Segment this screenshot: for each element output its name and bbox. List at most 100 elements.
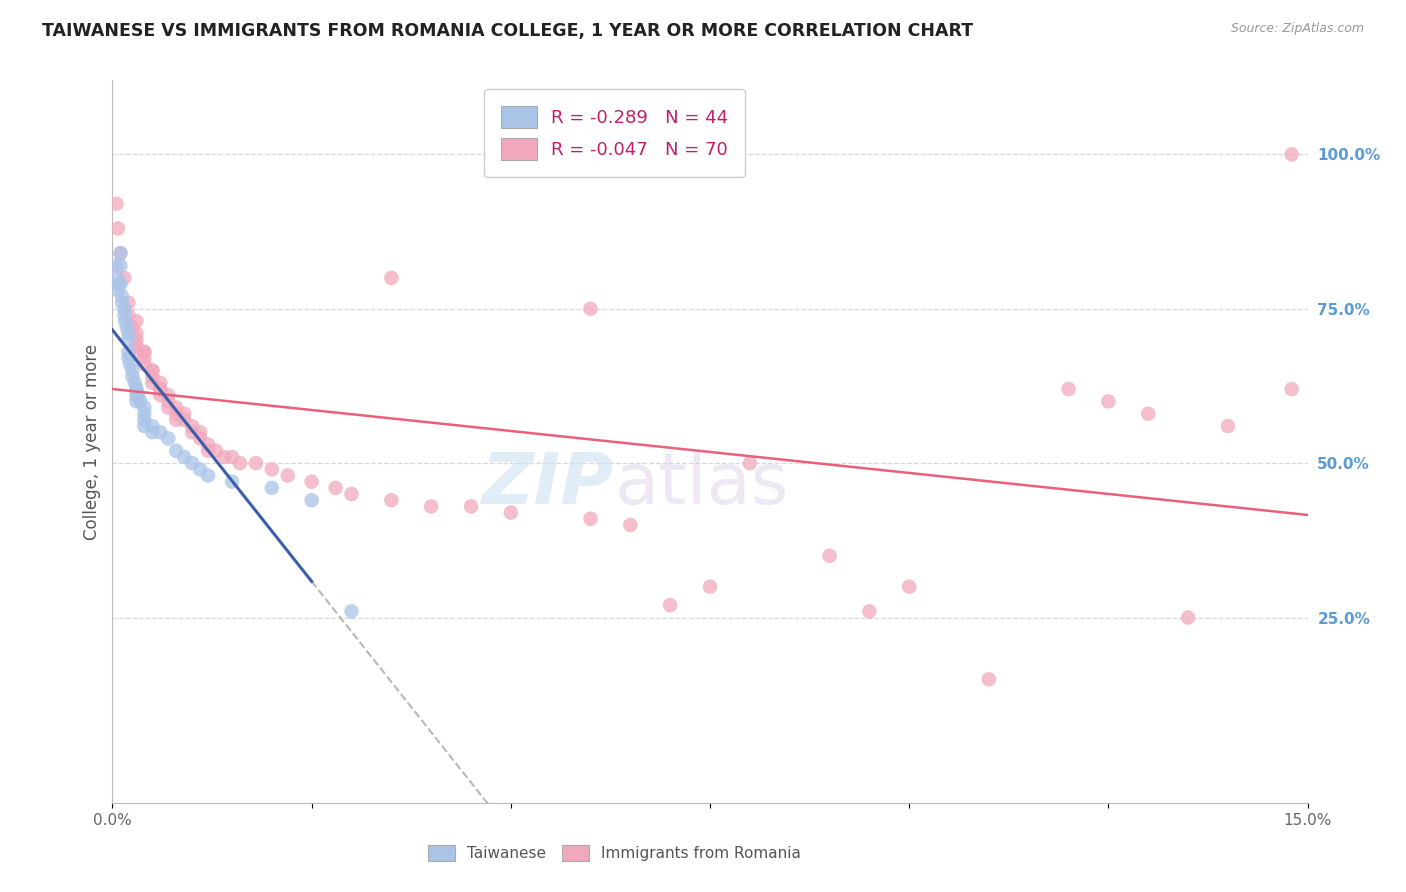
Point — [134, 357, 156, 371]
Point — [121, 320, 143, 334]
Point — [165, 443, 187, 458]
Point — [460, 500, 482, 514]
Point — [149, 382, 172, 396]
Point — [107, 283, 129, 297]
Point — [149, 388, 172, 402]
Point — [125, 388, 148, 402]
Point — [134, 419, 156, 434]
Point — [579, 301, 602, 316]
Point — [125, 382, 148, 396]
Point — [157, 388, 180, 402]
Point — [121, 369, 143, 384]
Point — [229, 456, 252, 470]
Point — [1281, 147, 1303, 161]
Point — [1137, 407, 1160, 421]
Point — [125, 314, 148, 328]
Point — [188, 462, 211, 476]
Point — [141, 363, 163, 377]
Point — [117, 345, 139, 359]
Point — [165, 401, 187, 415]
Point — [125, 394, 148, 409]
Text: Source: ZipAtlas.com: Source: ZipAtlas.com — [1230, 22, 1364, 36]
Point — [110, 277, 132, 291]
Point — [301, 493, 323, 508]
Point — [212, 450, 235, 464]
Point — [141, 425, 163, 440]
Point — [127, 388, 149, 402]
Point — [197, 443, 219, 458]
Point — [1216, 419, 1239, 434]
Point — [114, 314, 136, 328]
Point — [111, 295, 134, 310]
Point — [134, 401, 156, 415]
Point — [1177, 610, 1199, 624]
Point — [111, 289, 134, 303]
Point — [125, 382, 148, 396]
Point — [105, 271, 128, 285]
Point — [1057, 382, 1080, 396]
Point — [117, 326, 139, 341]
Point — [134, 351, 156, 366]
Text: atlas: atlas — [614, 450, 789, 519]
Point — [141, 419, 163, 434]
Point — [149, 382, 172, 396]
Point — [188, 432, 211, 446]
Point — [118, 357, 141, 371]
Point — [188, 425, 211, 440]
Point — [977, 673, 1000, 687]
Point — [134, 345, 156, 359]
Point — [149, 425, 172, 440]
Point — [221, 475, 243, 489]
Point — [124, 376, 146, 390]
Point — [107, 221, 129, 235]
Point — [340, 487, 363, 501]
Point — [121, 363, 143, 377]
Point — [659, 598, 682, 612]
Point — [125, 339, 148, 353]
Point — [129, 394, 152, 409]
Point — [105, 196, 128, 211]
Point — [301, 475, 323, 489]
Point — [277, 468, 299, 483]
Point — [110, 246, 132, 260]
Point — [173, 407, 195, 421]
Point — [114, 301, 135, 316]
Point — [134, 407, 156, 421]
Point — [149, 376, 172, 390]
Point — [125, 326, 148, 341]
Point — [173, 413, 195, 427]
Point — [110, 246, 132, 260]
Point — [157, 394, 180, 409]
Point — [117, 351, 139, 366]
Point — [117, 308, 139, 322]
Point — [141, 369, 163, 384]
Legend: Taiwanese, Immigrants from Romania: Taiwanese, Immigrants from Romania — [422, 838, 807, 867]
Point — [738, 456, 761, 470]
Point — [157, 432, 180, 446]
Text: TAIWANESE VS IMMIGRANTS FROM ROMANIA COLLEGE, 1 YEAR OR MORE CORRELATION CHART: TAIWANESE VS IMMIGRANTS FROM ROMANIA COL… — [42, 22, 973, 40]
Point — [114, 308, 135, 322]
Point — [499, 506, 522, 520]
Point — [141, 376, 163, 390]
Point — [858, 604, 880, 618]
Point — [221, 450, 243, 464]
Point — [165, 413, 187, 427]
Point — [134, 345, 156, 359]
Point — [125, 345, 148, 359]
Point — [173, 450, 195, 464]
Point — [245, 456, 267, 470]
Point — [134, 413, 156, 427]
Point — [181, 425, 204, 440]
Point — [619, 517, 641, 532]
Point — [110, 259, 132, 273]
Point — [181, 456, 204, 470]
Point — [325, 481, 347, 495]
Point — [157, 401, 180, 415]
Point — [165, 407, 187, 421]
Y-axis label: College, 1 year or more: College, 1 year or more — [83, 343, 101, 540]
Point — [108, 277, 131, 291]
Point — [340, 604, 363, 618]
Point — [197, 437, 219, 451]
Point — [260, 481, 283, 495]
Point — [420, 500, 443, 514]
